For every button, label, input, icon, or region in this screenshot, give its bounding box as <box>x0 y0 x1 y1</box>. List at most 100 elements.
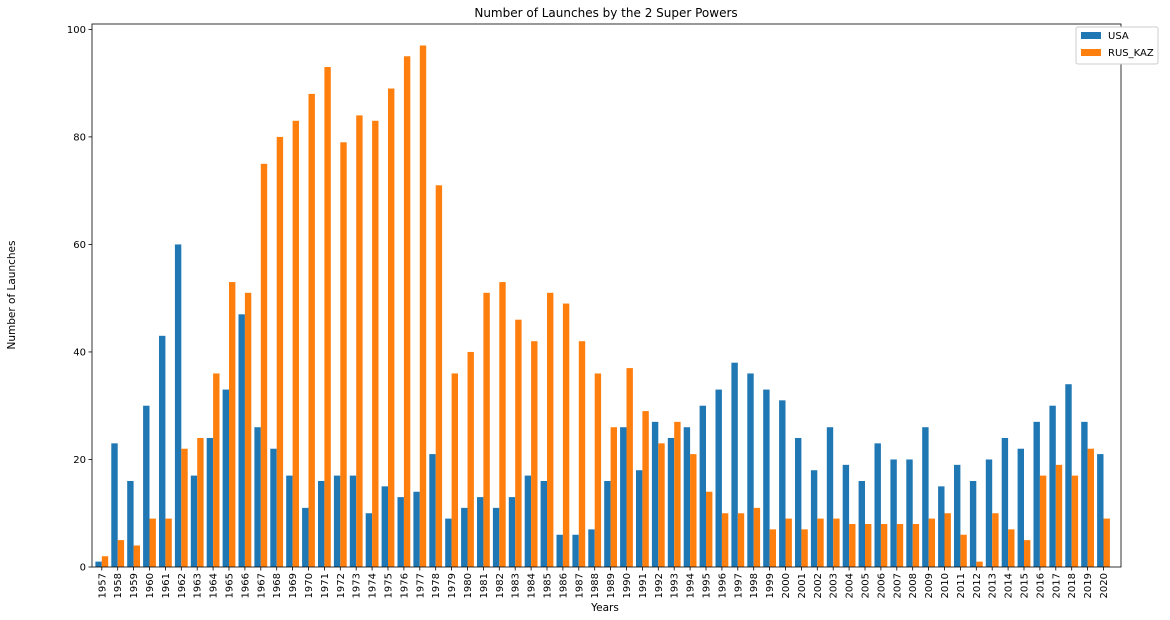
axes-group <box>91 23 1122 568</box>
bar-rus-kaz-2014 <box>1008 529 1015 567</box>
bar-rus-kaz-1963 <box>197 437 204 567</box>
bar-rus-kaz-1973 <box>356 115 363 568</box>
x-tick-label: 2008 <box>908 573 919 598</box>
bar-rus-kaz-1993 <box>674 421 681 567</box>
bar-usa-2004 <box>842 464 850 567</box>
bar-usa-2018 <box>1065 384 1072 567</box>
x-tick-label: 1961 <box>161 573 172 598</box>
x-tick-label: 1972 <box>336 573 347 598</box>
bar-usa-1961 <box>159 335 166 567</box>
x-tick-label: 2005 <box>861 573 872 598</box>
bar-rus-kaz-2018 <box>1071 475 1079 567</box>
bar-rus-kaz-1958 <box>117 540 125 567</box>
bar-usa-1987 <box>572 534 579 567</box>
bar-rus-kaz-1969 <box>292 120 299 568</box>
x-tick-label: 1976 <box>399 573 410 598</box>
bar-rus-kaz-2003 <box>833 518 840 567</box>
bar-rus-kaz-1966 <box>244 292 252 567</box>
bar-rus-kaz-1972 <box>340 142 347 567</box>
bar-usa-2019 <box>1081 421 1088 567</box>
legend-label-rus-kaz: RUS_KAZ <box>1108 48 1154 59</box>
x-tick-label: 1959 <box>129 573 140 598</box>
bar-rus-kaz-1978 <box>435 185 443 568</box>
x-tick-label: 2009 <box>924 573 935 598</box>
bar-rus-kaz-1971 <box>324 67 331 567</box>
bar-usa-1978 <box>429 454 436 567</box>
x-tick-label: 1993 <box>670 573 681 598</box>
x-tick-label: 1994 <box>686 573 697 598</box>
x-tick-label: 1985 <box>543 573 554 598</box>
bar-rus-kaz-1998 <box>753 507 761 567</box>
bar-usa-2012 <box>969 480 977 567</box>
bar-rus-kaz-1982 <box>499 282 506 567</box>
x-tick-label: 2003 <box>829 573 840 598</box>
x-tick-label: 2002 <box>813 573 824 598</box>
x-tick-label: 1992 <box>654 573 665 598</box>
x-tick-label: 1998 <box>749 573 760 598</box>
x-tick-label: 2016 <box>1035 573 1046 598</box>
plot-frame <box>91 23 1122 568</box>
chart-title: Number of Launches by the 2 Super Powers <box>474 6 737 20</box>
bar-rus-kaz-1987 <box>578 341 586 567</box>
bar-usa-1986 <box>556 534 563 567</box>
bar-rus-kaz-2008 <box>912 523 920 567</box>
bar-usa-2007 <box>890 459 897 567</box>
x-tick-label: 2001 <box>797 573 808 598</box>
bar-rus-kaz-2009 <box>928 518 935 567</box>
x-tick-label: 1987 <box>574 573 585 598</box>
x-tick-label: 2011 <box>956 573 967 598</box>
x-tick-label: 1967 <box>256 573 267 598</box>
bar-usa-1991 <box>636 470 643 567</box>
x-tick-label: 2018 <box>1067 573 1078 598</box>
bar-usa-1970 <box>302 507 309 567</box>
bar-rus-kaz-1986 <box>562 303 570 567</box>
y-ticks-group: 0 20 40 60 80 100 <box>67 25 92 574</box>
y-tick-label: 60 <box>73 240 86 251</box>
x-tick-label: 1982 <box>495 573 506 598</box>
x-tick-label: 1995 <box>702 573 713 598</box>
legend: USA RUS_KAZ <box>1075 26 1159 65</box>
bar-rus-kaz-1961 <box>165 518 172 567</box>
bar-usa-1967 <box>254 427 261 567</box>
x-tick-label: 1965 <box>225 573 236 598</box>
bar-usa-2016 <box>1033 421 1040 567</box>
x-tick-label: 1974 <box>368 573 379 598</box>
bar-rus-kaz-2011 <box>960 534 967 567</box>
bar-usa-2005 <box>858 480 865 567</box>
x-tick-label: 1988 <box>590 573 601 598</box>
x-tick-label: 1957 <box>97 573 108 598</box>
x-tick-label: 1958 <box>113 573 124 598</box>
bar-rus-kaz-1994 <box>690 454 697 567</box>
bar-rus-kaz-2004 <box>849 523 856 567</box>
bar-rus-kaz-1996 <box>721 513 729 567</box>
x-tick-label: 1970 <box>304 573 315 598</box>
y-axis-label: Number of Launches <box>6 241 18 350</box>
x-tick-label: 1996 <box>717 573 728 598</box>
bar-rus-kaz-2020 <box>1103 518 1110 567</box>
bar-usa-2006 <box>874 443 881 567</box>
bar-rus-kaz-1975 <box>388 88 395 567</box>
bar-usa-1979 <box>445 518 452 567</box>
x-tick-label: 2017 <box>1051 573 1062 598</box>
bar-usa-1983 <box>508 497 516 567</box>
x-ticks-group: 1957 1958 1959 1960 1961 1962 1963 1964 1965 1966… <box>97 567 1110 598</box>
bar-usa-2002 <box>810 470 818 567</box>
bar-usa-1959 <box>127 480 134 567</box>
y-tick-label: 80 <box>73 132 86 143</box>
x-tick-label: 2004 <box>845 573 856 598</box>
bar-rus-kaz-1984 <box>531 341 538 567</box>
bar-rus-kaz-1980 <box>467 351 474 567</box>
x-tick-label: 2012 <box>972 573 983 598</box>
legend-swatch-rus-kaz <box>1081 49 1101 56</box>
x-tick-label: 1997 <box>733 573 744 598</box>
bar-rus-kaz-1976 <box>403 56 411 567</box>
bar-usa-2003 <box>826 427 834 567</box>
x-tick-label: 1973 <box>352 573 363 598</box>
bar-usa-1985 <box>540 480 547 567</box>
x-tick-label: 2013 <box>988 573 999 598</box>
x-tick-label: 1971 <box>320 573 331 598</box>
bar-rus-kaz-2012 <box>976 561 983 567</box>
bar-rus-kaz-2001 <box>801 529 808 567</box>
bar-rus-kaz-2017 <box>1055 464 1063 567</box>
bar-rus-kaz-1983 <box>515 319 522 567</box>
